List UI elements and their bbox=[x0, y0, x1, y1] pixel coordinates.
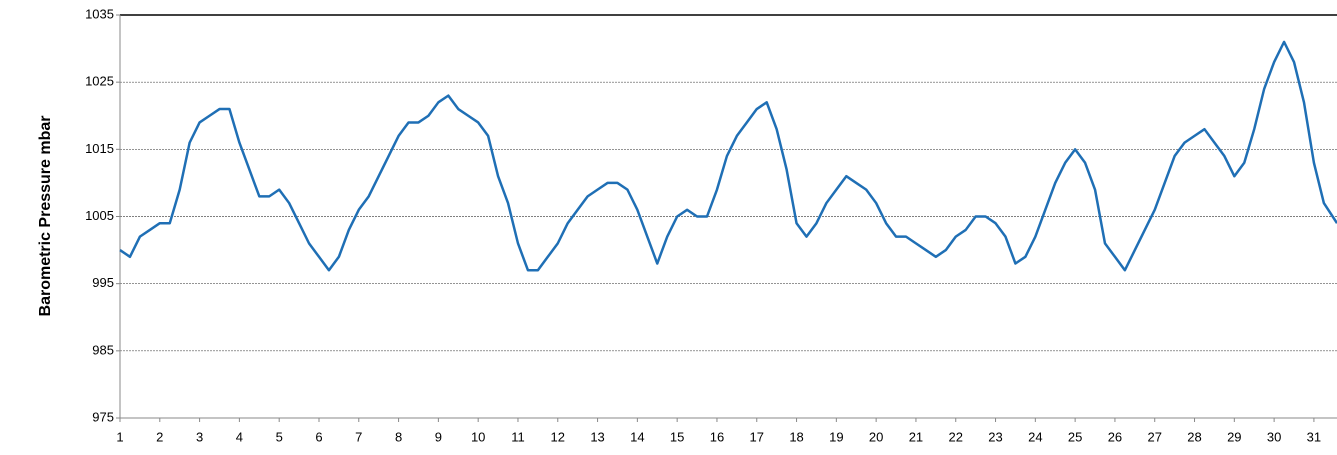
y-tick-label: 975 bbox=[92, 409, 114, 424]
x-tick-label: 24 bbox=[1028, 429, 1042, 444]
x-tick-label: 27 bbox=[1147, 429, 1161, 444]
x-tick-label: 26 bbox=[1108, 429, 1122, 444]
x-tick-label: 21 bbox=[909, 429, 923, 444]
x-tick-label: 22 bbox=[949, 429, 963, 444]
x-tick-label: 18 bbox=[789, 429, 803, 444]
x-tick-label: 11 bbox=[511, 429, 525, 444]
x-tick-label: 6 bbox=[315, 429, 322, 444]
x-tick-label: 9 bbox=[435, 429, 442, 444]
x-tick-label: 13 bbox=[590, 429, 604, 444]
y-tick-label: 995 bbox=[92, 275, 114, 290]
y-tick-label: 1015 bbox=[85, 141, 114, 156]
x-tick-label: 25 bbox=[1068, 429, 1082, 444]
x-tick-label: 3 bbox=[196, 429, 203, 444]
x-tick-label: 16 bbox=[710, 429, 724, 444]
x-tick-label: 2 bbox=[156, 429, 163, 444]
x-tick-label: 7 bbox=[355, 429, 362, 444]
x-tick-label: 29 bbox=[1227, 429, 1241, 444]
x-tick-label: 31 bbox=[1307, 429, 1321, 444]
x-tick-label: 5 bbox=[276, 429, 283, 444]
y-tick-label: 1005 bbox=[85, 208, 114, 223]
data-line bbox=[119, 40, 1337, 272]
y-axis-label: Barometric Pressure mbar bbox=[37, 116, 54, 317]
x-tick-label: 12 bbox=[551, 429, 565, 444]
y-tick-label: 1025 bbox=[85, 74, 114, 89]
x-tick-label: 20 bbox=[869, 429, 883, 444]
x-tick-label: 10 bbox=[471, 429, 485, 444]
x-tick-label: 28 bbox=[1187, 429, 1201, 444]
y-tick-label: 985 bbox=[92, 342, 114, 357]
y-tick-label: 1035 bbox=[85, 6, 114, 21]
x-tick-label: 30 bbox=[1267, 429, 1281, 444]
x-tick-label: 4 bbox=[236, 429, 243, 444]
x-tick-label: 15 bbox=[670, 429, 684, 444]
x-tick-label: 1 bbox=[116, 429, 123, 444]
x-tick-label: 19 bbox=[829, 429, 843, 444]
x-tick-label: 8 bbox=[395, 429, 402, 444]
x-tick-label: 17 bbox=[750, 429, 764, 444]
x-tick-label: 23 bbox=[988, 429, 1002, 444]
x-tick-label: 14 bbox=[630, 429, 644, 444]
